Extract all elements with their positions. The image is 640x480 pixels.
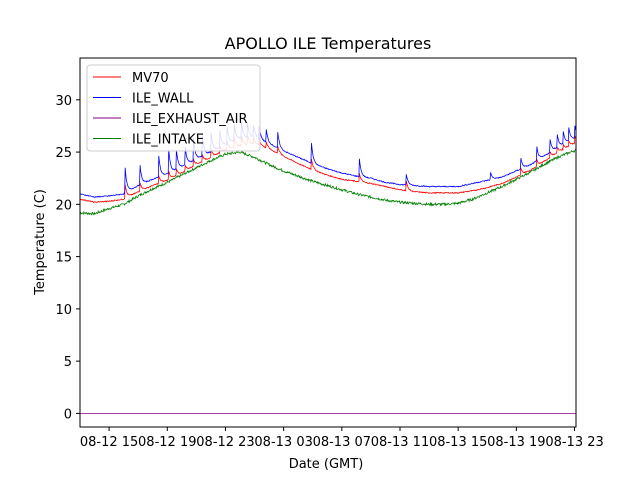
legend: MV70 ILE_WALL ILE_EXHAUST_AIR ILE_INTAKE — [86, 64, 261, 152]
x-tick-label: 08-12 15 — [80, 435, 138, 450]
series-line-mv70 — [79, 135, 577, 204]
y-tick-label: 0 — [64, 407, 72, 422]
legend-label-ile-exhaust-air: ILE_EXHAUST_AIR — [132, 112, 248, 127]
x-tick-label: 08-13 11 — [371, 435, 429, 450]
x-tick-label: 08-13 19 — [487, 435, 545, 450]
x-tick-label: 08-13 03 — [254, 435, 312, 450]
x-tick-label: 08-13 07 — [313, 435, 371, 450]
y-tick-label: 25 — [55, 146, 72, 161]
y-axis-label: Temperature (C) — [33, 189, 48, 296]
y-tick-label: 10 — [55, 303, 72, 318]
series-line-ile-intake — [79, 148, 577, 216]
legend-box — [86, 64, 261, 152]
x-axis-label: Date (GMT) — [289, 457, 364, 472]
plot-lines — [79, 121, 577, 414]
x-tick-label: 08-12 23 — [196, 435, 254, 450]
x-axis-ticks: 08-12 15 08-12 19 08-12 23 08-13 03 08-13 07… — [80, 427, 604, 450]
legend-label-ile-intake: ILE_INTAKE — [132, 133, 204, 148]
series-line-ile-wall — [79, 121, 577, 198]
chart-title: APOLLO ILE Temperatures — [225, 34, 432, 53]
plot-frame — [79, 57, 577, 428]
y-tick-label: 30 — [55, 94, 72, 109]
y-tick-label: 15 — [55, 251, 72, 266]
x-tick-label: 08-13 15 — [429, 435, 487, 450]
x-tick-label: 08-13 23 — [545, 435, 603, 450]
x-tick-label: 08-12 19 — [138, 435, 196, 450]
y-axis-ticks: 0 5 10 15 20 25 30 — [55, 94, 80, 422]
legend-label-ile-wall: ILE_WALL — [132, 92, 194, 107]
y-tick-label: 20 — [55, 198, 72, 213]
y-tick-label: 5 — [64, 355, 72, 370]
legend-label-mv70: MV70 — [132, 71, 169, 86]
